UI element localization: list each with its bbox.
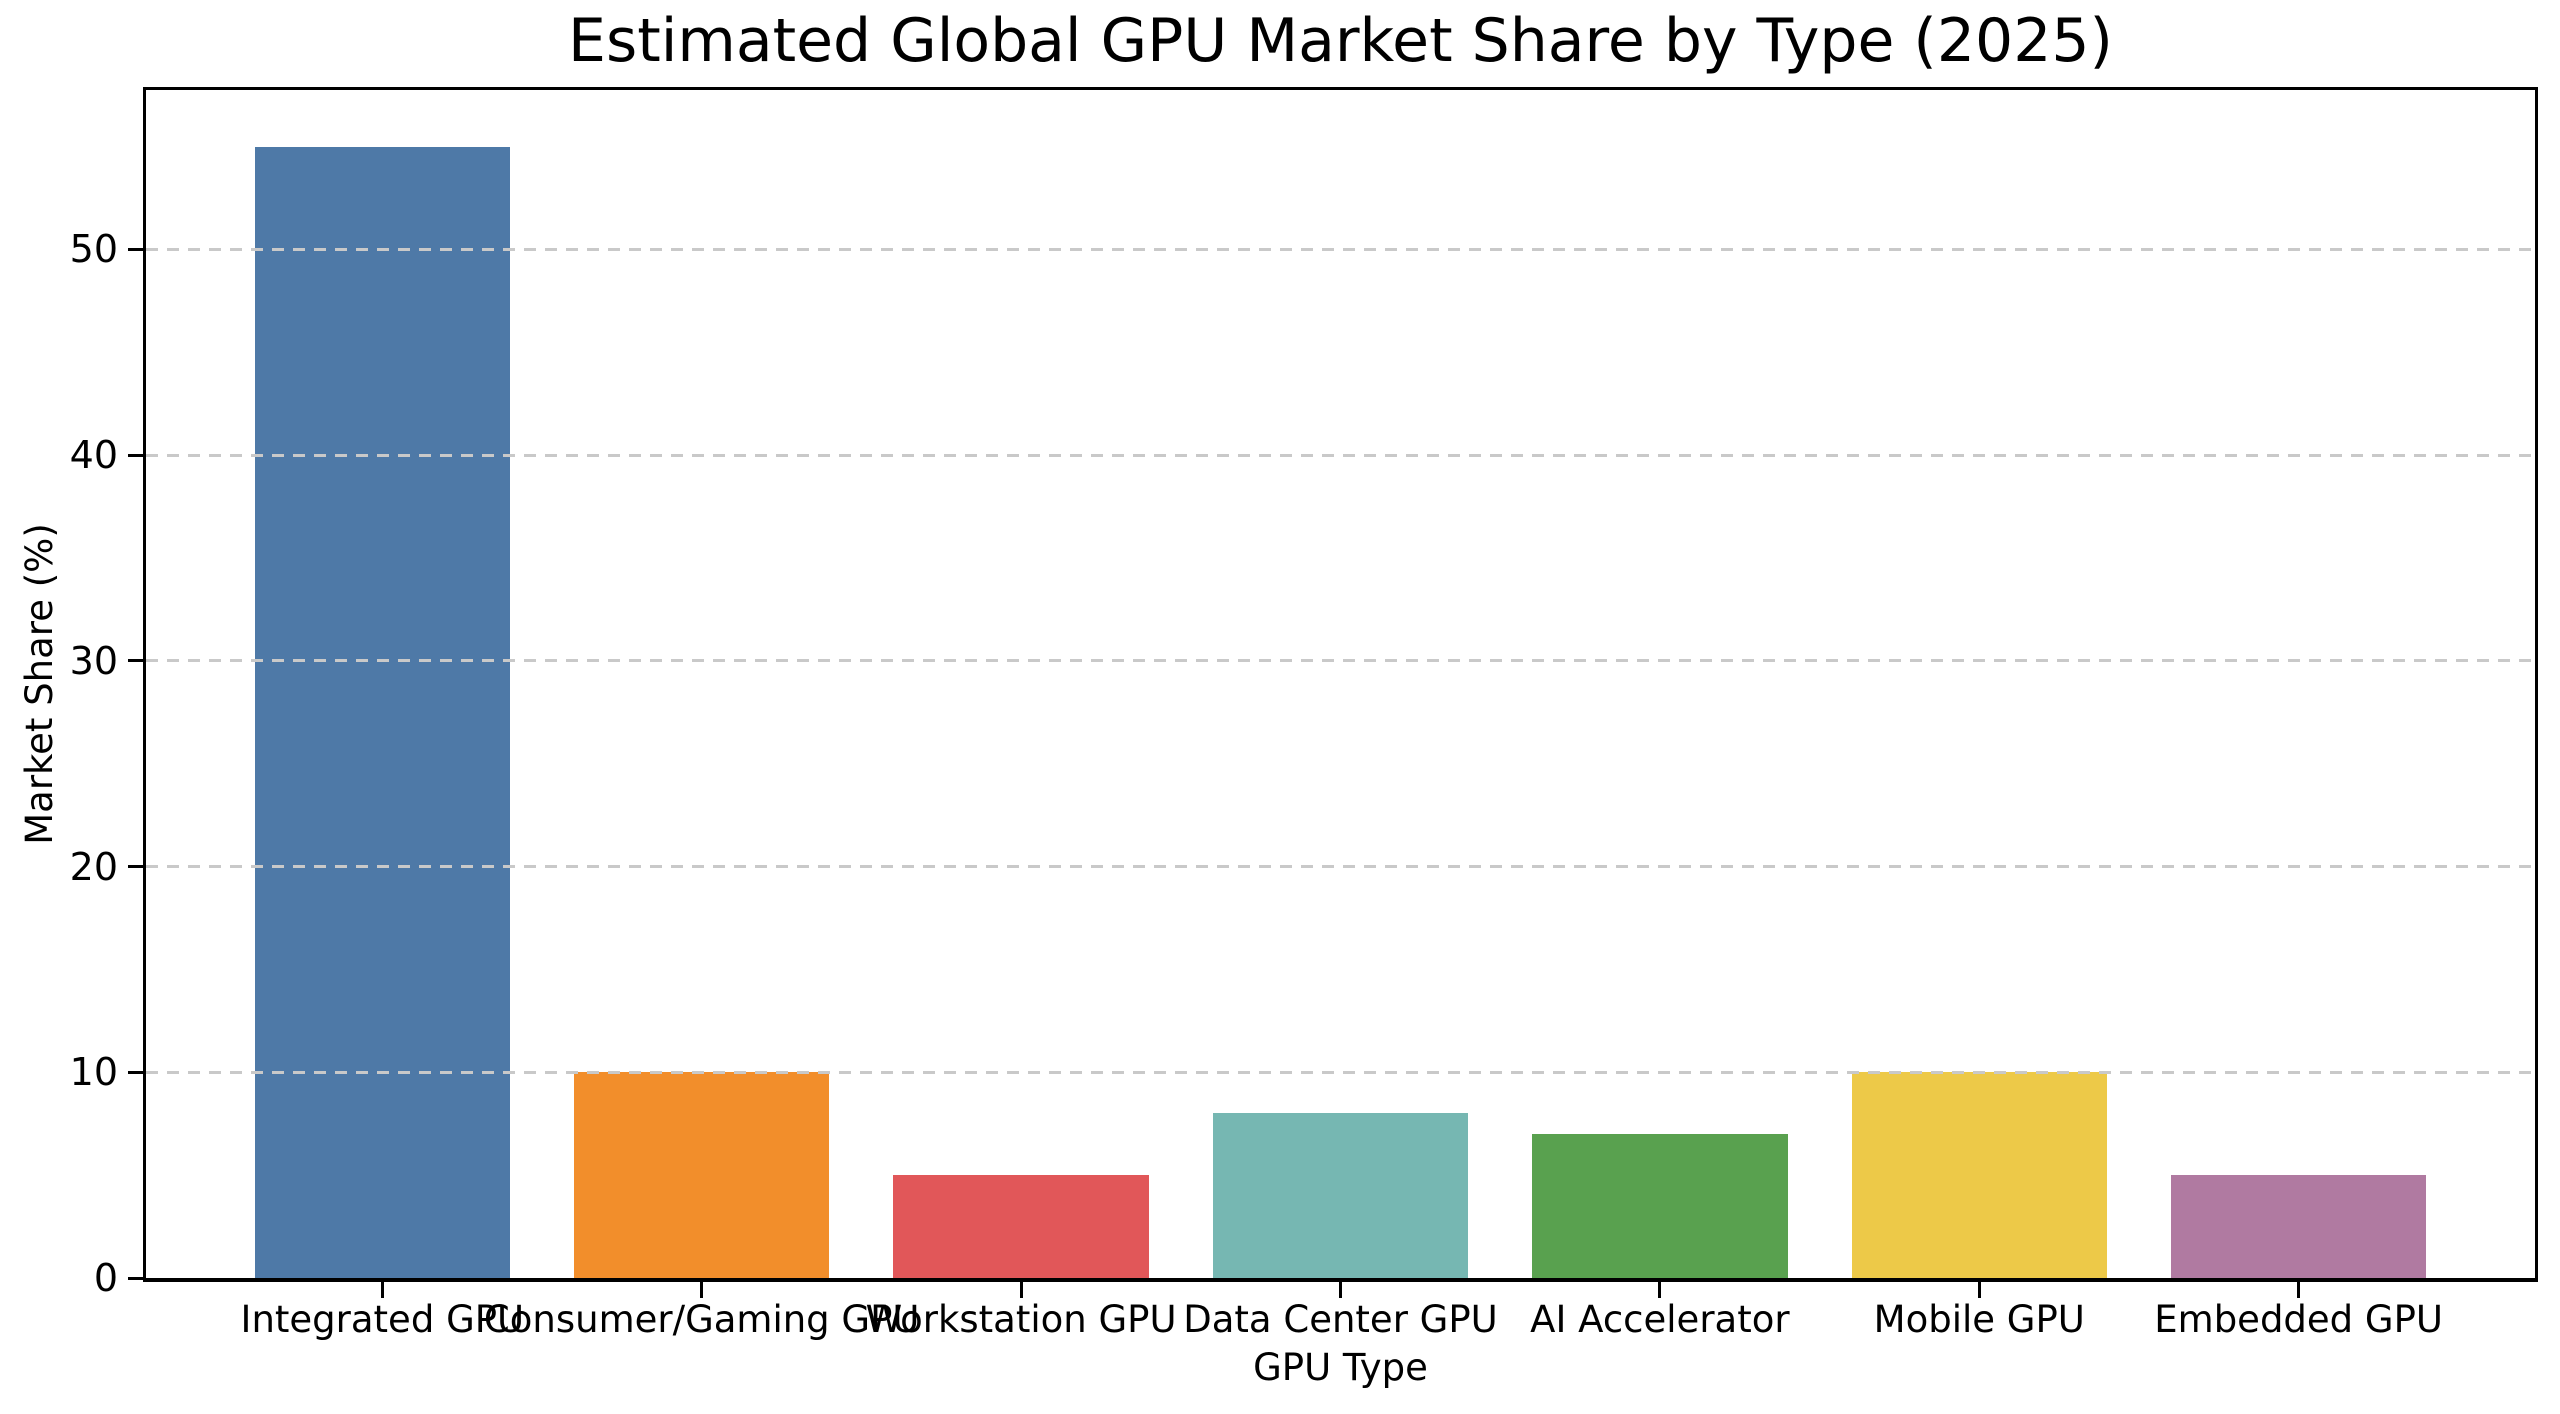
x-tick-mark-workstation-gpu bbox=[1019, 1282, 1023, 1298]
plot-area bbox=[146, 90, 2535, 1278]
x-tick-label-mobile-gpu: Mobile GPU bbox=[1873, 1298, 2085, 1341]
bar-ai-accelerator bbox=[1532, 1134, 1788, 1278]
x-tick-label-consumer-gaming-gpu: Consumer/Gaming GPU bbox=[483, 1298, 920, 1341]
gridline-y-20 bbox=[146, 865, 2535, 869]
plot-spine-top bbox=[143, 87, 2538, 90]
x-tick-mark-integrated-gpu bbox=[380, 1282, 384, 1298]
y-tick-mark-10 bbox=[128, 1070, 144, 1074]
y-tick-mark-30 bbox=[128, 659, 144, 663]
x-tick-mark-embedded-gpu bbox=[2297, 1282, 2301, 1298]
x-tick-mark-consumer-gaming-gpu bbox=[700, 1282, 704, 1298]
x-tick-label-data-center-gpu: Data Center GPU bbox=[1183, 1298, 1498, 1341]
y-tick-label-0: 0 bbox=[93, 1256, 118, 1300]
x-tick-label-embedded-gpu: Embedded GPU bbox=[2154, 1298, 2444, 1341]
chart-title: Estimated Global GPU Market Share by Typ… bbox=[568, 6, 2113, 76]
x-tick-label-workstation-gpu: Workstation GPU bbox=[865, 1298, 1177, 1341]
y-tick-label-40: 40 bbox=[69, 433, 118, 478]
x-tick-mark-ai-accelerator bbox=[1658, 1282, 1662, 1298]
x-tick-mark-mobile-gpu bbox=[1977, 1282, 1981, 1298]
x-axis-label: GPU Type bbox=[1253, 1346, 1428, 1389]
y-tick-label-20: 20 bbox=[69, 844, 118, 889]
gridline-y-50 bbox=[146, 247, 2535, 251]
bar-consumer-gaming-gpu bbox=[573, 1072, 830, 1278]
bar-integrated-gpu bbox=[254, 146, 511, 1278]
y-tick-mark-0 bbox=[128, 1276, 144, 1280]
x-tick-label-integrated-gpu: Integrated GPU bbox=[240, 1298, 525, 1341]
plot-spine-right bbox=[2535, 87, 2538, 1282]
y-tick-mark-40 bbox=[128, 453, 144, 457]
x-axis-tick-marks bbox=[146, 1282, 2535, 1298]
plot-spine-bottom bbox=[143, 1278, 2538, 1282]
y-axis-tick-labels: 0 10 20 30 40 50 bbox=[0, 90, 118, 1300]
bar-workstation-gpu bbox=[893, 1175, 1149, 1278]
y-tick-label-30: 30 bbox=[69, 638, 118, 683]
plot-spine-left bbox=[143, 87, 146, 1282]
y-tick-mark-50 bbox=[128, 247, 144, 251]
y-axis-tick-marks bbox=[128, 90, 144, 1280]
x-tick-mark-data-center-gpu bbox=[1339, 1282, 1342, 1298]
x-axis-tick-labels: Integrated GPU Consumer/Gaming GPU Worksta… bbox=[146, 1298, 2535, 1344]
bar-mobile-gpu bbox=[1851, 1072, 2108, 1278]
y-tick-mark-20 bbox=[128, 865, 144, 869]
gridline-y-10 bbox=[146, 1070, 2535, 1074]
bar-data-center-gpu bbox=[1212, 1113, 1469, 1278]
y-tick-label-50: 50 bbox=[69, 227, 118, 272]
y-tick-label-10: 10 bbox=[69, 1050, 118, 1095]
bar-embedded-gpu bbox=[2170, 1175, 2427, 1278]
gridline-y-30 bbox=[146, 659, 2535, 663]
x-tick-label-ai-accelerator: AI Accelerator bbox=[1530, 1298, 1790, 1341]
gridline-y-40 bbox=[146, 453, 2535, 457]
